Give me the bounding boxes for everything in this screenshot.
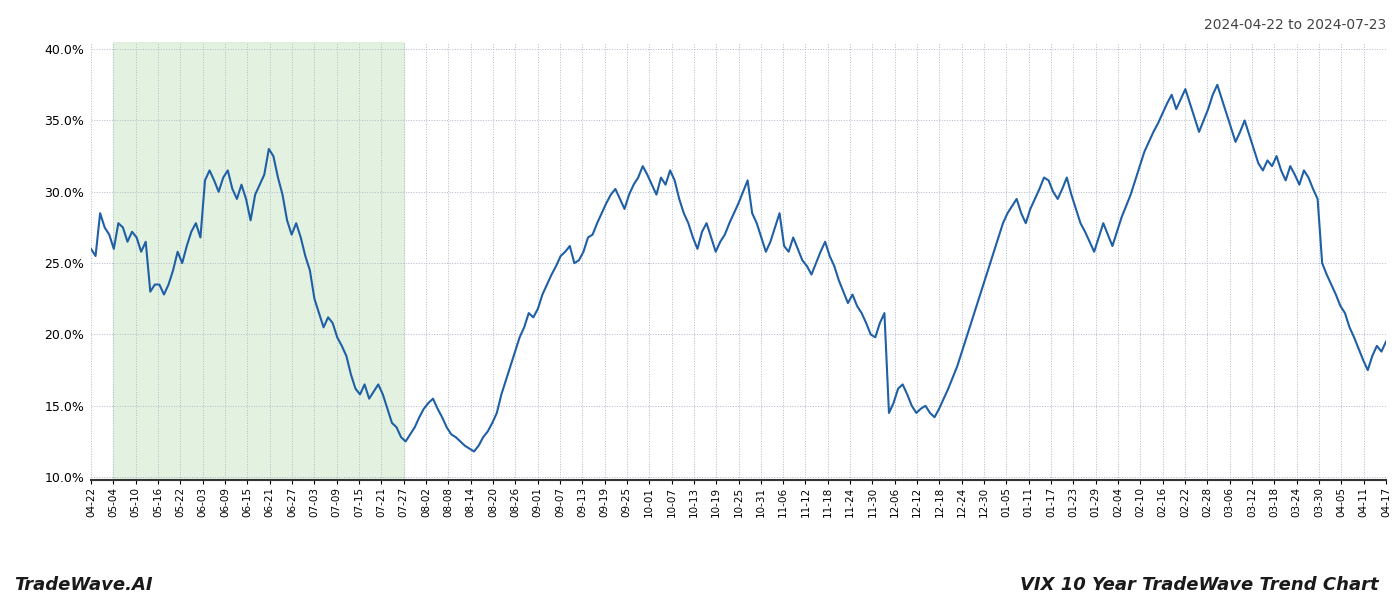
Text: 2024-04-22 to 2024-07-23: 2024-04-22 to 2024-07-23 (1204, 18, 1386, 32)
Bar (113, 42, 403, 480)
Text: TradeWave.AI: TradeWave.AI (14, 576, 153, 594)
Text: VIX 10 Year TradeWave Trend Chart: VIX 10 Year TradeWave Trend Chart (1021, 576, 1379, 594)
